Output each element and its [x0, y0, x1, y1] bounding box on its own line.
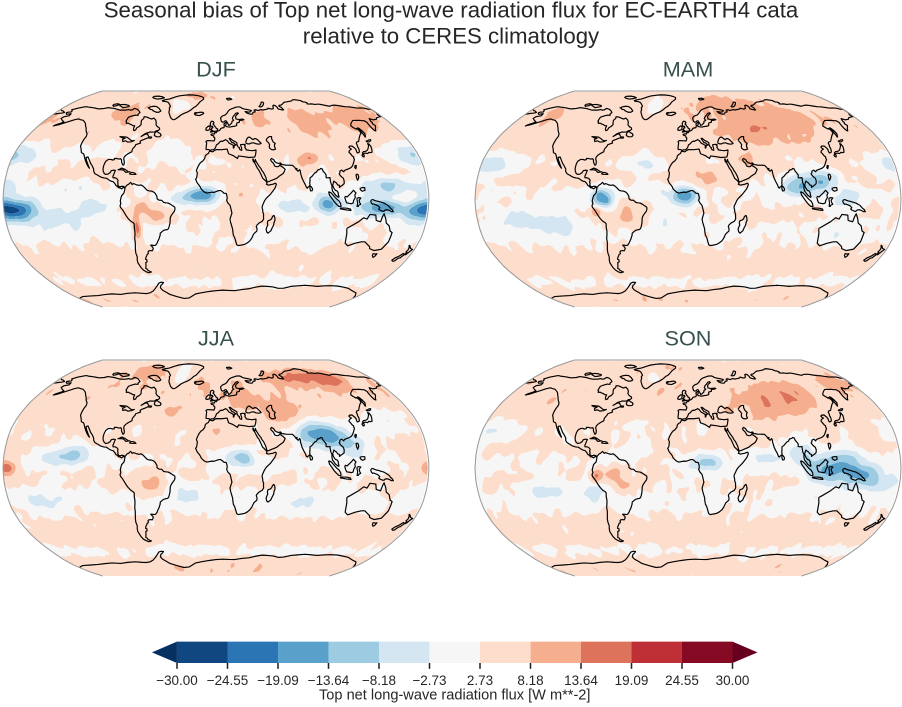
- svg-text:13.64: 13.64: [564, 673, 598, 688]
- svg-text:19.09: 19.09: [615, 673, 649, 688]
- svg-text:Top net long-wave radiation fl: Top net long-wave radiation flux [W m**-…: [319, 688, 590, 704]
- svg-text:DJF: DJF: [196, 57, 236, 82]
- svg-text:−2.73: −2.73: [412, 673, 446, 688]
- svg-text:MAM: MAM: [663, 57, 714, 82]
- svg-text:SON: SON: [665, 325, 712, 350]
- svg-text:−30.00: −30.00: [156, 673, 198, 688]
- svg-text:24.55: 24.55: [665, 673, 699, 688]
- svg-text:JJA: JJA: [198, 325, 235, 350]
- svg-text:Seasonal bias of Top net long-: Seasonal bias of Top net long-wave radia…: [104, 0, 799, 23]
- svg-text:relative to CERES climatology: relative to CERES climatology: [303, 23, 600, 48]
- svg-text:−13.64: −13.64: [308, 673, 350, 688]
- svg-text:−19.09: −19.09: [257, 673, 299, 688]
- svg-text:−8.18: −8.18: [362, 673, 396, 688]
- svg-text:−24.55: −24.55: [207, 673, 249, 688]
- svg-text:30.00: 30.00: [716, 673, 750, 688]
- svg-text:8.18: 8.18: [517, 673, 543, 688]
- svg-text:2.73: 2.73: [467, 673, 493, 688]
